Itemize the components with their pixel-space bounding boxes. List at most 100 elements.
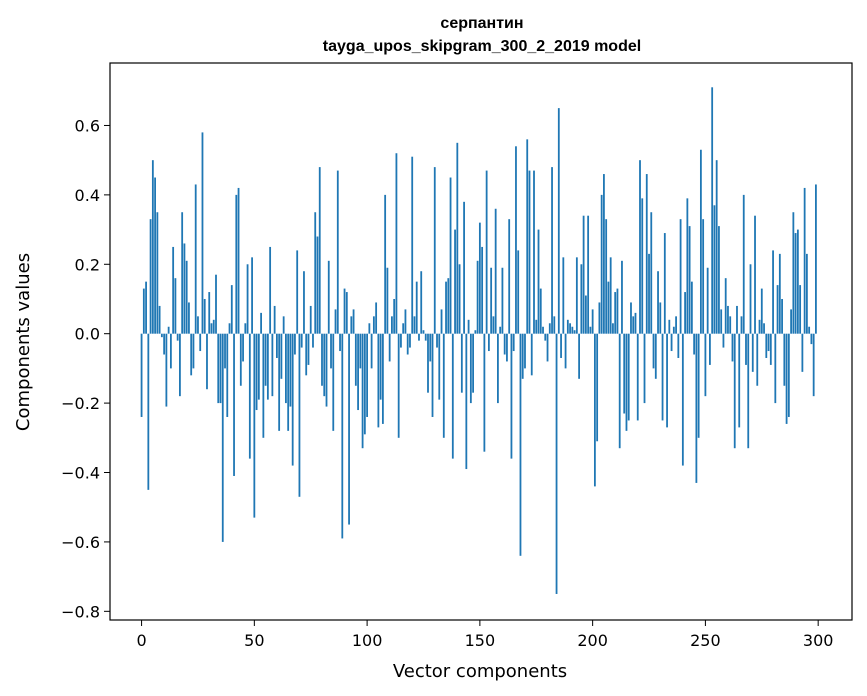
bar-component-238 — [677, 333, 680, 358]
plot-area-frame — [109, 62, 853, 621]
bar-component-68 — [294, 333, 296, 355]
bar-component-16 — [176, 333, 179, 341]
bar-component-78 — [316, 236, 319, 334]
bar-component-253 — [711, 87, 714, 334]
bar-component-79 — [318, 167, 321, 334]
bar-component-178 — [542, 326, 544, 334]
x-tick-label: 100 — [352, 631, 383, 650]
bar-component-229 — [657, 271, 659, 334]
bar-component-280 — [772, 250, 774, 334]
bar-component-147 — [472, 333, 474, 393]
bar-component-278 — [767, 333, 770, 352]
bar-component-276 — [763, 323, 765, 334]
bar-component-122 — [415, 281, 418, 334]
bar-component-250 — [704, 333, 707, 397]
bar-component-146 — [469, 333, 472, 404]
bar-component-240 — [681, 333, 684, 466]
bar-component-181 — [548, 323, 551, 334]
bar-component-209 — [612, 323, 614, 334]
bar-component-213 — [621, 260, 623, 334]
bar-component-89 — [341, 333, 344, 539]
bar-component-180 — [546, 333, 549, 362]
bar-component-144 — [465, 333, 468, 470]
bar-component-38 — [226, 333, 229, 417]
bar-component-42 — [235, 194, 238, 334]
bar-component-293 — [801, 333, 804, 372]
bar-component-150 — [478, 222, 481, 334]
bar-component-227 — [652, 333, 655, 369]
bar-component-224 — [645, 174, 648, 334]
bar-component-88 — [339, 333, 341, 352]
bar-component-186 — [560, 333, 562, 358]
bar-component-51 — [255, 333, 258, 411]
bar-component-165 — [512, 333, 515, 352]
bar-component-92 — [348, 333, 350, 525]
bar-component-158 — [497, 333, 499, 404]
bar-component-76 — [312, 333, 314, 348]
bar-component-10 — [163, 333, 166, 355]
bar-component-291 — [796, 229, 799, 334]
bar-component-220 — [636, 333, 639, 421]
bar-component-297 — [810, 333, 813, 345]
bar-component-176 — [537, 229, 540, 334]
bar-component-86 — [334, 309, 337, 334]
bar-component-161 — [503, 333, 506, 355]
bar-component-218 — [632, 316, 635, 334]
bar-component-212 — [618, 333, 621, 449]
bar-component-113 — [395, 153, 398, 334]
bar-component-199 — [589, 326, 592, 334]
bar-component-56 — [266, 333, 269, 400]
bar-component-117 — [404, 309, 407, 334]
bar-component-264 — [736, 305, 738, 334]
bar-component-195 — [580, 264, 583, 334]
bar-component-265 — [738, 333, 741, 428]
bar-component-41 — [233, 333, 235, 476]
bar-component-25 — [197, 316, 199, 334]
bar-component-112 — [393, 298, 396, 334]
bar-component-162 — [506, 333, 508, 362]
bar-component-14 — [172, 246, 175, 334]
bar-component-20 — [185, 260, 188, 334]
bar-component-263 — [733, 333, 736, 449]
bar-component-142 — [460, 333, 463, 393]
bar-component-174 — [533, 170, 535, 334]
bar-component-266 — [740, 316, 743, 334]
bar-component-183 — [553, 316, 556, 334]
bar-component-129 — [431, 333, 434, 417]
bar-component-228 — [654, 333, 657, 379]
x-tick-label: 150 — [465, 631, 496, 650]
bar-component-193 — [575, 257, 578, 334]
bar-component-217 — [630, 302, 632, 334]
bar-component-73 — [305, 333, 308, 376]
bar-component-182 — [551, 167, 553, 334]
bar-component-203 — [598, 302, 601, 334]
bar-component-244 — [690, 281, 693, 334]
bar-component-272 — [754, 215, 756, 334]
bar-component-225 — [648, 253, 650, 334]
bar-component-59 — [273, 305, 276, 334]
bar-component-233 — [666, 333, 668, 428]
bar-component-281 — [774, 333, 777, 404]
bar-component-21 — [188, 302, 190, 334]
bar-component-54 — [262, 333, 265, 438]
bar-component-108 — [384, 194, 387, 334]
bar-component-46 — [244, 323, 247, 334]
bar-component-273 — [756, 333, 759, 386]
bar-component-138 — [451, 333, 454, 459]
bar-component-49 — [251, 257, 253, 334]
bar-component-177 — [539, 288, 542, 334]
bar-component-288 — [790, 309, 792, 334]
y-tick-label: 0.6 — [75, 116, 100, 135]
bar-component-12 — [167, 326, 170, 334]
bar-component-84 — [330, 333, 332, 369]
bar-component-3 — [147, 333, 150, 490]
bar-component-110 — [388, 333, 391, 362]
bar-component-114 — [397, 333, 400, 438]
bar-component-252 — [709, 333, 711, 365]
bar-component-119 — [409, 333, 411, 348]
bar-component-148 — [474, 330, 477, 334]
bar-component-55 — [264, 333, 267, 386]
bar-component-247 — [697, 333, 700, 438]
bar-component-198 — [587, 215, 590, 334]
bar-component-219 — [634, 312, 637, 334]
